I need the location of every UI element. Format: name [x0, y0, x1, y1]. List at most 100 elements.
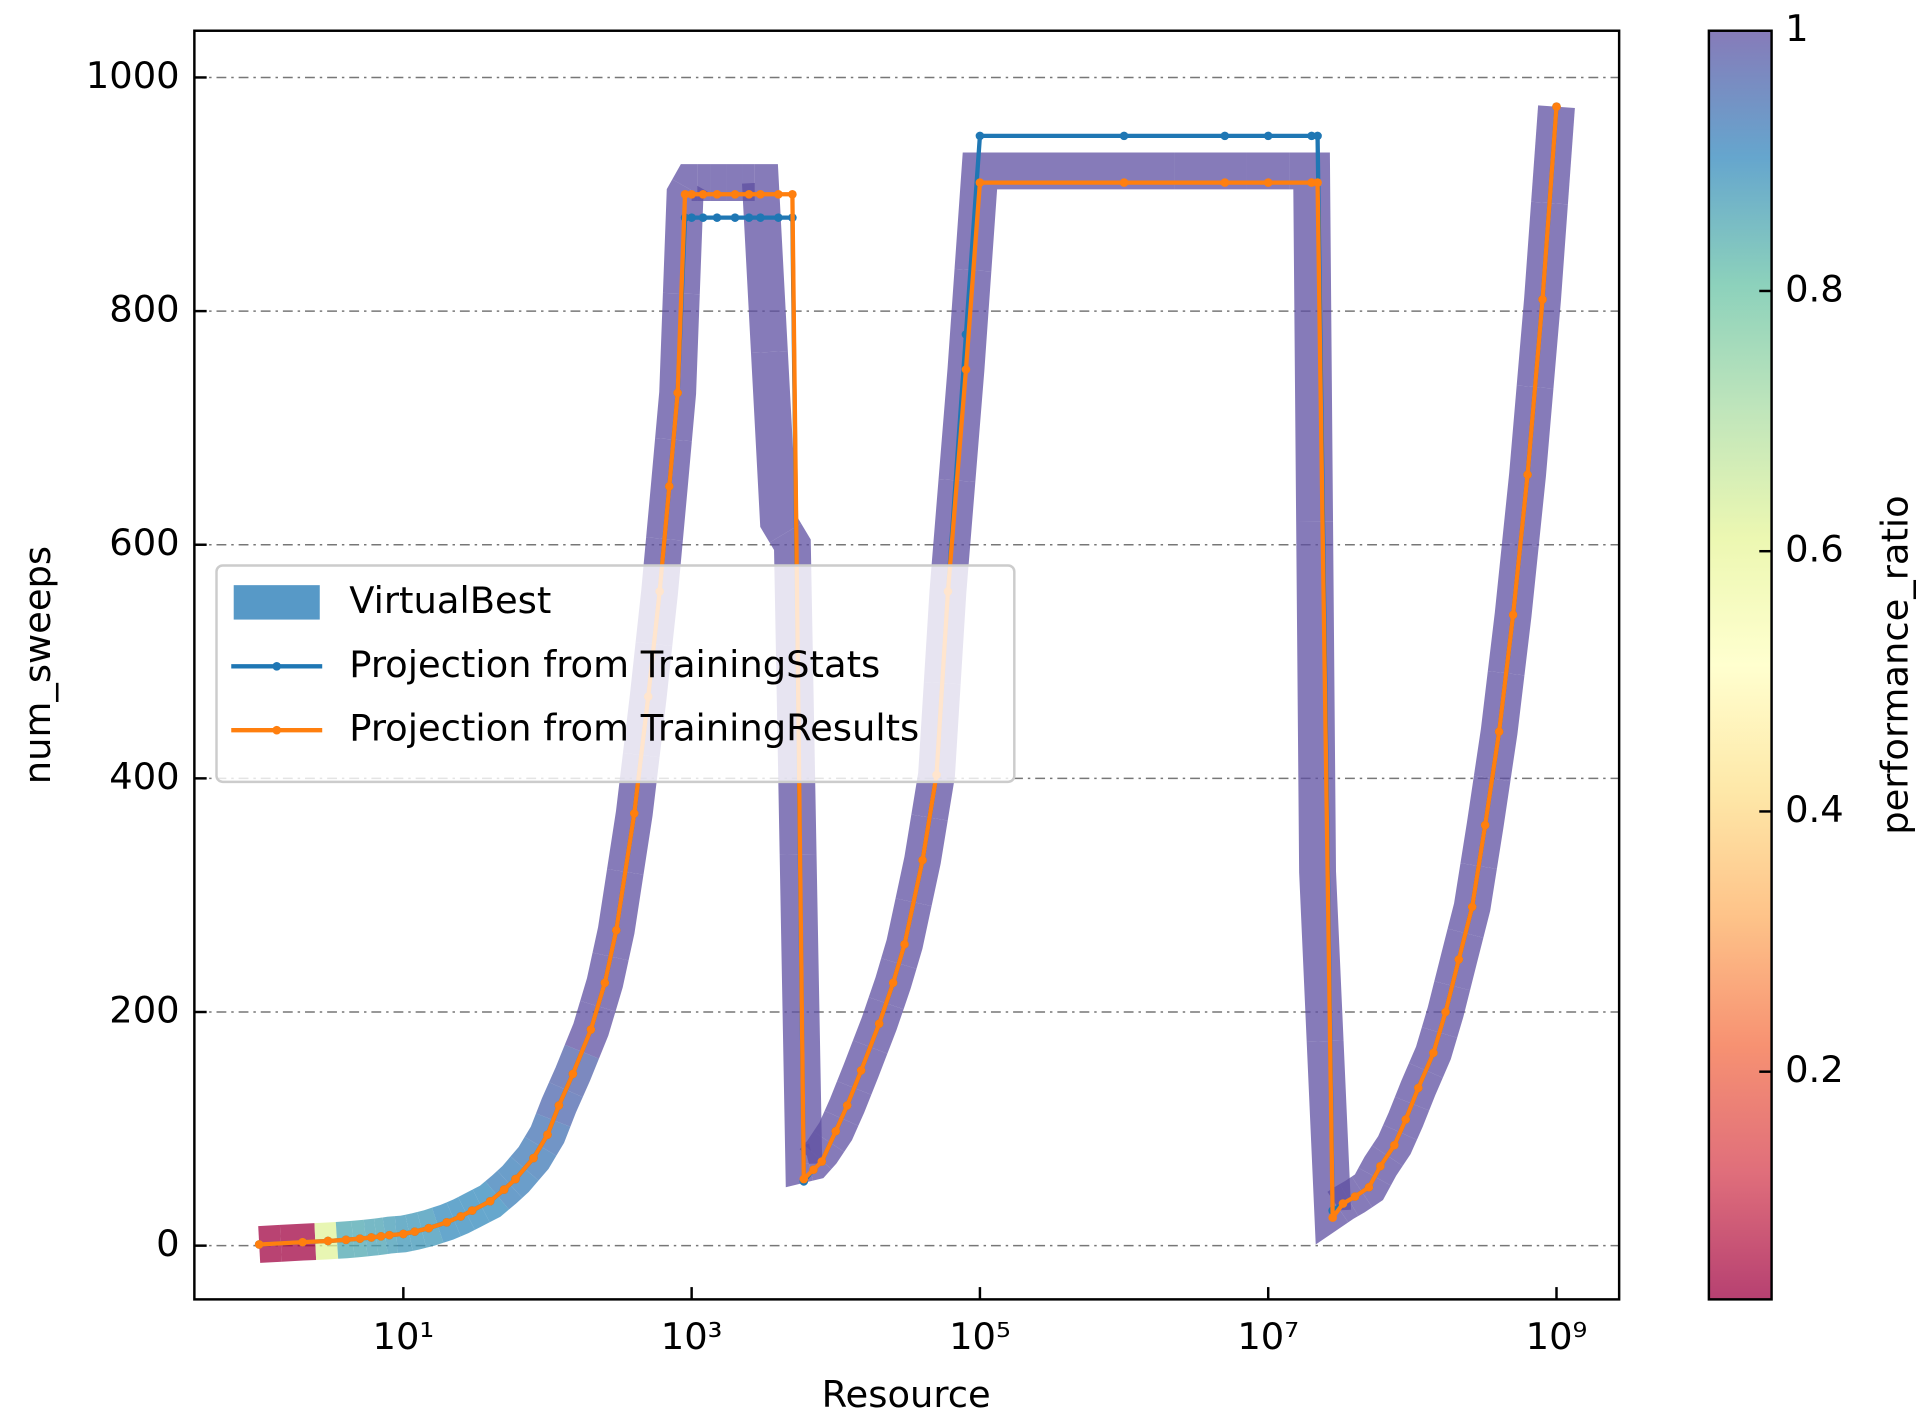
series-point: [673, 388, 682, 398]
x-tick-label: 10¹: [373, 1315, 435, 1358]
legend-swatch: [233, 585, 320, 620]
series-point: [456, 1212, 466, 1221]
series-point: [298, 1237, 307, 1247]
series-point: [1307, 131, 1316, 141]
virtual-best-segment: [741, 164, 788, 353]
plot-area: [194, 76, 1620, 1263]
legend-label: VirtualBest: [349, 579, 551, 622]
series-point: [1390, 1140, 1399, 1150]
series-point: [554, 1101, 564, 1110]
series-point: [367, 1233, 376, 1242]
series-point: [817, 1157, 827, 1166]
series-point: [1364, 1182, 1374, 1192]
colorbar-tick-label: 0.2: [1785, 1048, 1844, 1091]
series-point: [756, 189, 765, 199]
virtual-best-segment: [803, 1131, 845, 1170]
series-point: [730, 189, 740, 199]
legend-label: Projection from TrainingStats: [349, 643, 880, 686]
series-point: [341, 1235, 351, 1245]
series-point: [744, 189, 754, 199]
series-point: [600, 978, 610, 988]
series-point: [698, 213, 708, 222]
series-point: [1494, 727, 1504, 736]
series-point: [1429, 1048, 1438, 1058]
series-point: [774, 213, 783, 222]
colorbar-tick-label: 0.8: [1785, 267, 1844, 310]
series-point: [665, 482, 674, 491]
colorbar: [1708, 30, 1772, 1300]
series-point: [1414, 1083, 1423, 1093]
series-point: [961, 365, 971, 374]
series-point: [756, 213, 765, 222]
series-point: [698, 189, 708, 199]
x-tick-label: 10⁷: [1237, 1315, 1299, 1358]
y-tick-label: 0: [156, 1222, 179, 1265]
legend-box: [215, 564, 1016, 784]
virtual-best-segment: [750, 351, 802, 543]
series-point: [712, 213, 722, 222]
series-point: [744, 213, 754, 222]
series-point: [1538, 295, 1547, 304]
series-point: [1350, 1192, 1360, 1201]
series-point: [1220, 178, 1230, 187]
series-point: [611, 925, 621, 935]
series-point: [424, 1223, 434, 1233]
series-point: [1338, 1199, 1348, 1208]
virtual-best-segment: [672, 164, 708, 202]
x-tick-label: 10⁹: [1526, 1315, 1588, 1358]
series-point: [1119, 131, 1129, 141]
series-point: [831, 1126, 841, 1136]
series-point: [1263, 131, 1273, 141]
colorbar-tick-label: 0.4: [1785, 788, 1844, 831]
series-point: [1313, 178, 1322, 187]
legend: VirtualBest Projection from TrainingStats…: [215, 564, 1016, 784]
series-point: [355, 1234, 365, 1243]
series-point: [1467, 902, 1477, 912]
colorbar-label: performance_ratio: [1873, 495, 1916, 834]
y-tick-label: 400: [109, 755, 179, 798]
series-point: [712, 189, 722, 199]
series-point: [1263, 178, 1273, 187]
series-point: [788, 189, 797, 199]
axes-frame: [193, 29, 1621, 1301]
series-point: [680, 189, 690, 199]
series-point: [1376, 1161, 1385, 1171]
series-point: [1307, 178, 1316, 187]
legend-marker: [272, 661, 282, 671]
series-point: [687, 189, 696, 199]
series-point: [442, 1217, 452, 1227]
series-point: [629, 809, 639, 818]
series-point: [809, 1165, 818, 1175]
series-point: [499, 1185, 509, 1194]
series-point: [975, 178, 985, 187]
colorbar-tick-label: 0.6: [1785, 528, 1844, 571]
colorbar-frame: [1707, 29, 1773, 1301]
series-point: [1508, 610, 1518, 620]
series-point: [467, 1206, 477, 1215]
series-point: [975, 131, 985, 141]
virtual-best-segment: [954, 152, 1052, 272]
series-point: [687, 213, 696, 222]
x-tick-label: 10³: [661, 1315, 723, 1358]
virtual-best-segment: [1296, 521, 1344, 1043]
y-axis-label: num_sweeps: [16, 546, 59, 784]
series-point: [842, 1101, 852, 1110]
y-tick-label: 800: [109, 288, 179, 331]
series-point: [1119, 178, 1129, 187]
y-tick-label: 600: [109, 521, 179, 564]
series-point: [799, 1174, 809, 1184]
series-point: [1480, 820, 1490, 830]
series-point: [856, 1066, 866, 1075]
series-point: [529, 1153, 538, 1163]
virtual-best-segment: [1289, 152, 1334, 522]
y-tick-label: 200: [109, 989, 179, 1032]
x-axis-label: Resource: [822, 1373, 991, 1416]
series-point: [900, 939, 909, 949]
series-point: [543, 1130, 552, 1139]
series-point: [874, 1019, 884, 1028]
series-point: [1454, 955, 1464, 964]
series-point: [410, 1227, 420, 1236]
series-point: [1313, 131, 1322, 141]
